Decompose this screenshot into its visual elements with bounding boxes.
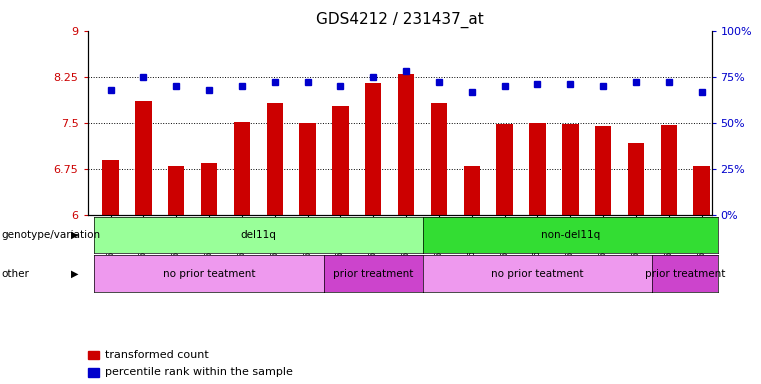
Text: prior treatment: prior treatment: [645, 268, 725, 279]
Bar: [201, 163, 217, 215]
Text: ▶: ▶: [71, 230, 78, 240]
Bar: [693, 166, 710, 215]
Bar: [562, 124, 578, 215]
Title: GDS4212 / 231437_at: GDS4212 / 231437_at: [316, 12, 483, 28]
Bar: [595, 126, 611, 215]
Text: other: other: [2, 268, 30, 279]
Text: transformed count: transformed count: [105, 350, 209, 360]
Bar: [529, 123, 546, 215]
Bar: [365, 83, 381, 215]
Bar: [463, 166, 480, 215]
Bar: [398, 74, 414, 215]
Bar: [266, 103, 283, 215]
Bar: [661, 125, 677, 215]
Text: genotype/variation: genotype/variation: [2, 230, 100, 240]
Bar: [168, 166, 184, 215]
Bar: [135, 101, 151, 215]
Bar: [299, 123, 316, 215]
Text: percentile rank within the sample: percentile rank within the sample: [105, 367, 293, 377]
Text: ▶: ▶: [71, 268, 78, 279]
Bar: [333, 106, 349, 215]
Bar: [496, 124, 513, 215]
Text: non-del11q: non-del11q: [540, 230, 600, 240]
Bar: [102, 160, 119, 215]
Text: del11q: del11q: [240, 230, 276, 240]
Text: no prior teatment: no prior teatment: [491, 268, 584, 279]
Text: prior treatment: prior treatment: [333, 268, 413, 279]
Bar: [234, 122, 250, 215]
Bar: [431, 103, 447, 215]
Text: no prior teatment: no prior teatment: [163, 268, 255, 279]
Bar: [628, 142, 645, 215]
